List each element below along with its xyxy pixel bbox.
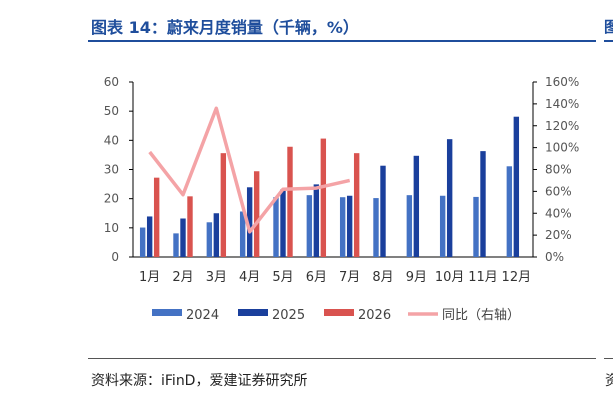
x-tick-label: 1月 xyxy=(139,270,160,285)
x-tick-label: 3月 xyxy=(206,270,227,285)
bar-2025-9月 xyxy=(413,155,420,257)
x-tick-label: 12月 xyxy=(502,270,532,285)
bar-2026-1月 xyxy=(153,177,160,257)
x-tick-label: 11月 xyxy=(468,270,498,285)
bar-2025-6月 xyxy=(313,184,320,257)
bar-2026-7月 xyxy=(353,153,360,257)
x-tick-label: 7月 xyxy=(339,270,360,285)
y-right-tick-label: 140% xyxy=(545,97,579,111)
y-left-tick-label: 30 xyxy=(104,163,119,177)
x-tick-label: 6月 xyxy=(306,270,327,285)
bar-2025-3月 xyxy=(213,213,220,257)
bar-2024-9月 xyxy=(406,195,413,257)
y-left-tick-label: 50 xyxy=(104,104,119,118)
title-divider xyxy=(88,40,596,42)
legend-label: 2026 xyxy=(358,308,391,323)
source-divider xyxy=(88,358,596,359)
bar-2026-5月 xyxy=(287,146,293,257)
bar-2024-7月 xyxy=(339,197,346,257)
bar-2025-7月 xyxy=(346,195,353,257)
bar-2026-4月 xyxy=(253,171,260,257)
bar-2024-2月 xyxy=(173,233,179,257)
bar-2025-12月 xyxy=(513,116,520,257)
x-tick-label: 10月 xyxy=(435,270,465,285)
source-note: 资料来源：iFinD，爱建证券研究所 xyxy=(91,373,308,389)
bar-2026-3月 xyxy=(220,153,227,257)
bar-2024-3月 xyxy=(206,222,213,257)
x-tick-label: 8月 xyxy=(372,270,393,285)
bar-2025-2月 xyxy=(180,218,186,257)
next-title-divider xyxy=(604,40,613,42)
legend-label: 同比（右轴） xyxy=(442,308,520,323)
y-left-tick-label: 40 xyxy=(104,133,119,147)
bar-2024-1月 xyxy=(139,227,146,257)
next-source-divider xyxy=(604,358,613,359)
bar-2024-12月 xyxy=(506,166,513,257)
y-right-tick-label: 160% xyxy=(545,75,579,89)
legend-swatch-2026 xyxy=(324,309,354,316)
bar-2025-4月 xyxy=(246,187,253,257)
bar-2025-8月 xyxy=(380,165,386,257)
bar-2024-10月 xyxy=(439,195,446,257)
bar-2024-11月 xyxy=(473,196,479,257)
x-tick-label: 5月 xyxy=(272,270,293,285)
bar-2026-6月 xyxy=(320,138,327,257)
y-left-tick-label: 20 xyxy=(104,192,119,206)
y-left-tick-label: 0 xyxy=(111,250,119,264)
bar-2024-5月 xyxy=(273,197,279,257)
x-tick-label: 2月 xyxy=(172,270,193,285)
y-left-tick-label: 60 xyxy=(104,75,119,89)
bar-2025-11月 xyxy=(480,151,486,257)
y-right-tick-label: 120% xyxy=(545,119,579,133)
y-right-tick-label: 100% xyxy=(545,141,579,155)
legend-swatch-2025 xyxy=(238,309,268,316)
legend-swatch-2024 xyxy=(152,309,182,316)
chart-title: 图表 14：蔚来月度销量（千辆，%） xyxy=(91,18,359,37)
monthly-sales-chart: 0 10 20 30 40 50 60 0% 20% 40% 60% 80% 100% 120% 140% 1… xyxy=(104,75,580,323)
bar-2024-8月 xyxy=(373,198,379,257)
bar-2024-4月 xyxy=(239,211,246,257)
y-right-tick-label: 40% xyxy=(545,206,572,220)
y-left-tick-label: 10 xyxy=(104,221,119,235)
y-right-tick-label: 0% xyxy=(545,250,564,264)
y-right-tick-label: 20% xyxy=(545,228,572,242)
legend-label: 2025 xyxy=(272,308,305,323)
x-tick-label: 9月 xyxy=(406,270,427,285)
legend-label: 2024 xyxy=(186,308,219,323)
next-source-edge: 资 xyxy=(605,373,613,389)
next-figure-edge: 图 xyxy=(604,18,613,36)
bar-2026-2月 xyxy=(187,196,193,257)
bar-2025-5月 xyxy=(280,189,286,257)
x-tick-label: 4月 xyxy=(239,270,260,285)
y-right-tick-label: 60% xyxy=(545,184,572,198)
bar-2025-1月 xyxy=(146,216,153,257)
y-right-tick-label: 80% xyxy=(545,163,572,177)
bar-2025-10月 xyxy=(446,139,453,257)
bar-2024-6月 xyxy=(306,195,313,257)
